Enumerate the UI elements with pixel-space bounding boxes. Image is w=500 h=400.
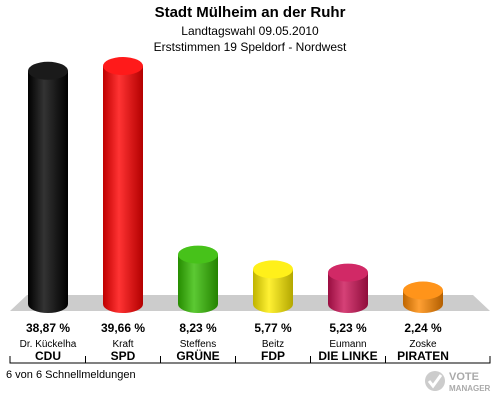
value-label: 5,77 %: [254, 321, 292, 335]
party-label: SPD: [111, 349, 136, 363]
chart-subtitle-district: Erststimmen 19 Speldorf - Nordwest: [153, 40, 347, 54]
chart-subtitle: Landtagswahl 09.05.2010: [181, 24, 319, 38]
bar-top: [28, 61, 68, 80]
value-label: 8,23 %: [179, 321, 217, 335]
votemanager-logo: VOTE MANAGER: [425, 371, 491, 393]
bar-top: [178, 245, 218, 264]
bar-body: [103, 66, 143, 313]
bar-body: [178, 254, 218, 313]
bar-body: [253, 269, 293, 313]
candidate-label: Kraft: [112, 339, 133, 350]
party-label: FDP: [261, 349, 285, 363]
candidate-label: Eumann: [329, 339, 366, 350]
party-label: CDU: [35, 349, 61, 363]
bar-top: [328, 263, 368, 282]
party-label: GRÜNE: [176, 348, 219, 363]
value-label: 2,24 %: [404, 321, 442, 335]
chart-title: Stadt Mülheim an der Ruhr: [154, 4, 346, 21]
party-label: DIE LINKE: [318, 349, 377, 363]
logo-text-vote: VOTE: [449, 371, 479, 383]
bar-top: [103, 57, 143, 76]
bar-body: [328, 272, 368, 313]
bar-gr-ne: [178, 245, 218, 313]
bar-die-linke: [328, 263, 368, 313]
logo-text-manager: MANAGER: [449, 384, 491, 393]
value-label: 38,87 %: [26, 321, 70, 335]
bar-body: [28, 70, 68, 313]
bar-top: [403, 281, 443, 300]
category-baseline: [9, 356, 491, 364]
bar-spd: [103, 57, 143, 313]
bar-piraten: [403, 281, 443, 313]
footer-status: 6 von 6 Schnellmeldungen: [6, 369, 136, 381]
value-label: 39,66 %: [101, 321, 145, 335]
bar-fdp: [253, 260, 293, 313]
bar-top: [253, 260, 293, 279]
party-label: PIRATEN: [397, 349, 449, 363]
candidate-label: Zoske: [409, 339, 437, 350]
value-label: 5,23 %: [329, 321, 367, 335]
bar-cdu: [28, 61, 68, 313]
candidate-label: Steffens: [180, 339, 217, 350]
candidate-label: Beitz: [262, 339, 284, 350]
bars-group: [28, 57, 443, 313]
candidate-label: Dr. Kückelha: [20, 339, 77, 350]
